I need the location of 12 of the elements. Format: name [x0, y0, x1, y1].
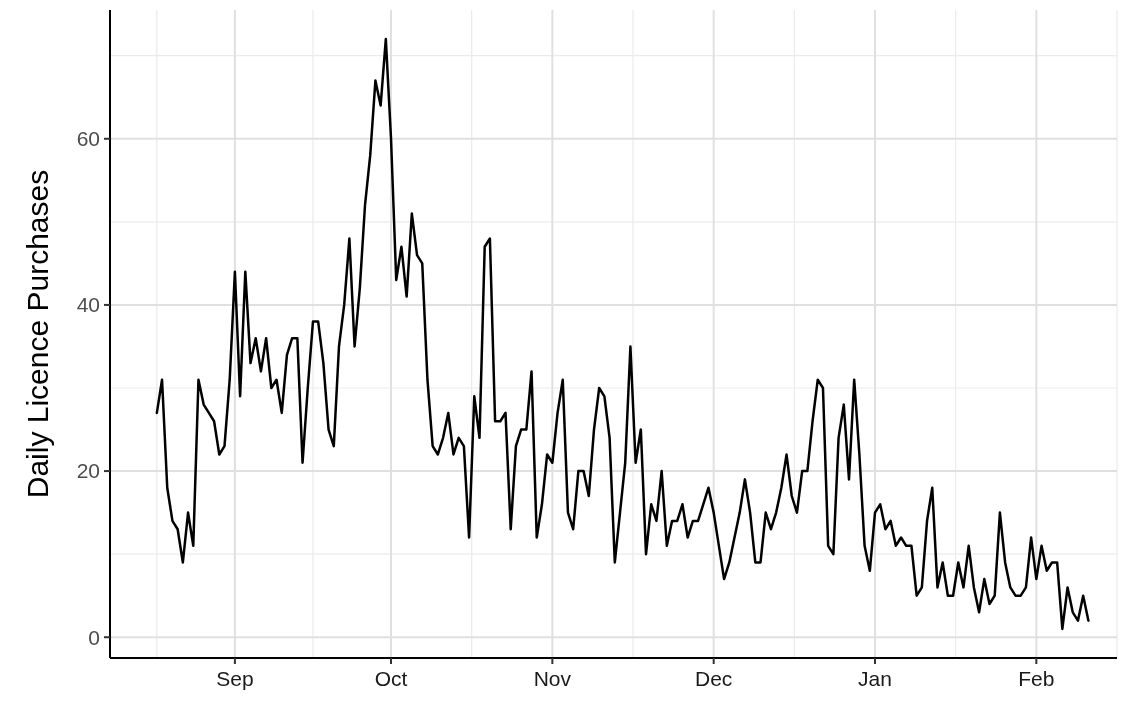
y-tick-label: 20: [76, 459, 100, 483]
x-tick-label: Dec: [695, 667, 733, 690]
x-tick-label: Sep: [216, 667, 254, 690]
x-tick-label: Feb: [1018, 667, 1055, 690]
y-axis-title: Daily Licence Purchases: [21, 169, 54, 499]
x-tick-label: Nov: [533, 667, 572, 690]
y-tick-label: 0: [88, 625, 100, 649]
line-series: [155, 37, 1090, 631]
x-tick-label: Jan: [858, 667, 892, 690]
y-tick-label: 60: [76, 127, 100, 151]
y-tick-label: 40: [76, 293, 100, 317]
x-tick-label: Oct: [374, 667, 408, 690]
